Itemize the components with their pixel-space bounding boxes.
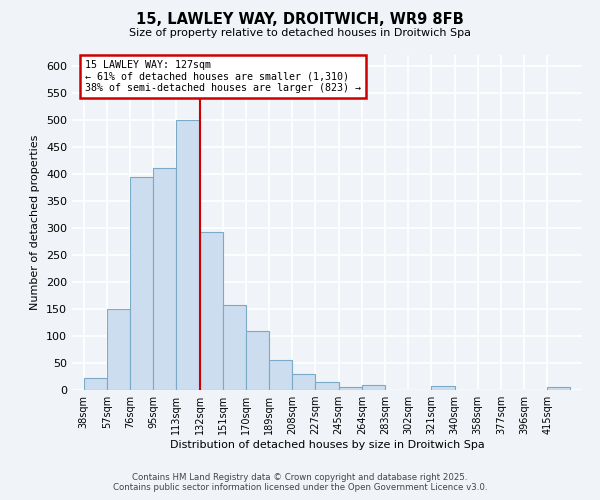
Text: Size of property relative to detached houses in Droitwich Spa: Size of property relative to detached ho…	[129, 28, 471, 38]
Bar	[316, 382, 338, 390]
Bar	[362, 384, 385, 390]
Y-axis label: Number of detached properties: Number of detached properties	[31, 135, 40, 310]
X-axis label: Distribution of detached houses by size in Droitwich Spa: Distribution of detached houses by size …	[170, 440, 484, 450]
Bar	[130, 176, 153, 390]
Bar	[153, 168, 176, 390]
Bar	[223, 304, 246, 390]
Bar	[292, 374, 316, 390]
Bar	[246, 330, 269, 390]
Text: Contains HM Land Registry data © Crown copyright and database right 2025.
Contai: Contains HM Land Registry data © Crown c…	[113, 473, 487, 492]
Bar	[107, 309, 130, 390]
Text: 15, LAWLEY WAY, DROITWICH, WR9 8FB: 15, LAWLEY WAY, DROITWICH, WR9 8FB	[136, 12, 464, 28]
Bar	[269, 360, 292, 390]
Bar	[431, 386, 455, 390]
Bar	[199, 232, 223, 390]
Bar	[338, 388, 362, 390]
Text: 15 LAWLEY WAY: 127sqm
← 61% of detached houses are smaller (1,310)
38% of semi-d: 15 LAWLEY WAY: 127sqm ← 61% of detached …	[85, 60, 361, 93]
Bar	[176, 120, 199, 390]
Bar	[547, 388, 571, 390]
Bar	[83, 378, 107, 390]
